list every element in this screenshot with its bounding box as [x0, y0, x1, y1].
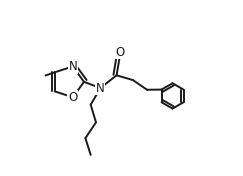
Text: N: N — [69, 60, 77, 73]
Text: O: O — [68, 91, 78, 104]
Text: O: O — [115, 46, 124, 59]
Text: N: N — [96, 81, 105, 95]
